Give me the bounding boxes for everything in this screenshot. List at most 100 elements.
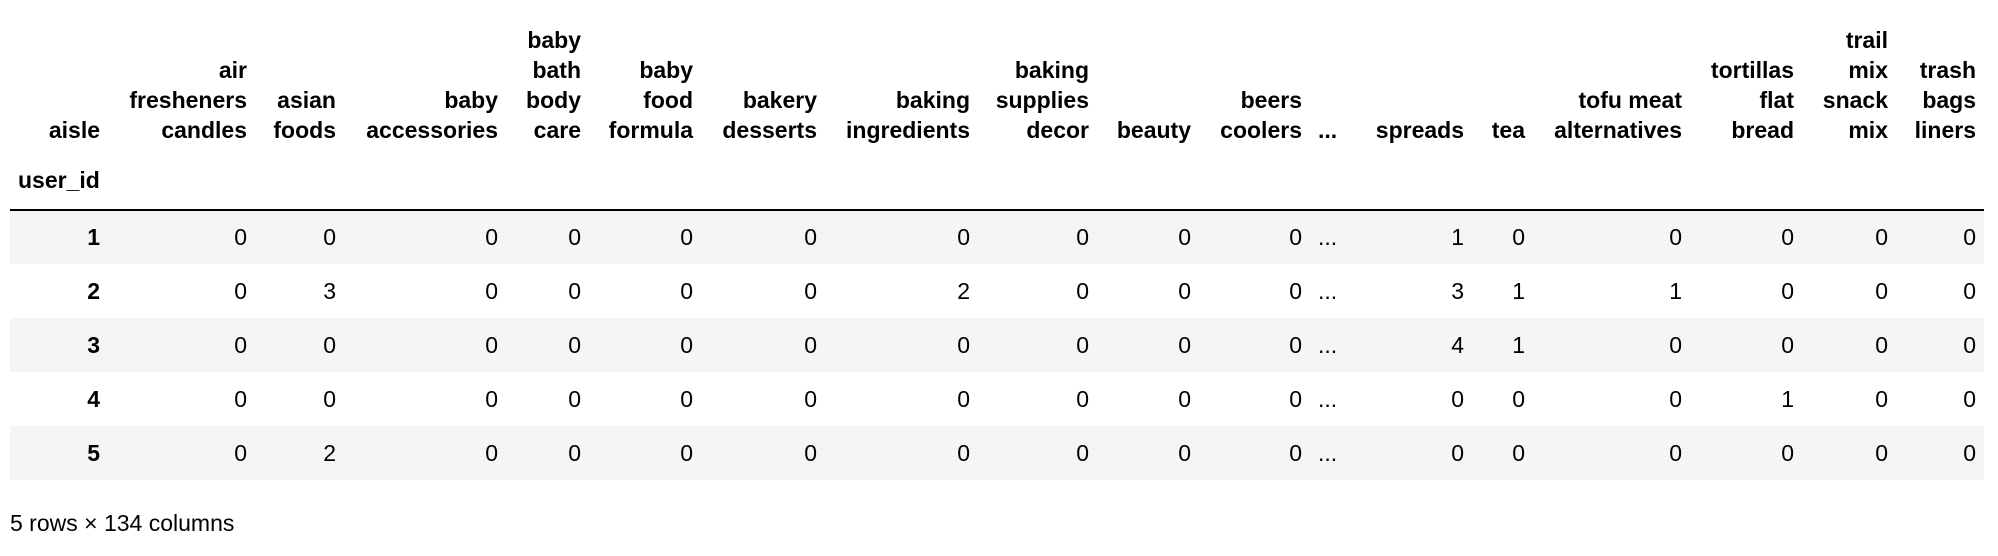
cell: 3 <box>323 277 336 304</box>
cell: 0 <box>234 385 247 412</box>
ellipsis-cell: ... <box>1318 439 1338 466</box>
column-header: spreads <box>1375 117 1464 143</box>
cell: 0 <box>680 331 693 358</box>
data-row: 1 0 0 0 0 0 0 0 0 0 0... 1 0 0 0 0 0 <box>10 210 1984 264</box>
column-header: tofu meat alternatives <box>1554 87 1682 143</box>
cell: 0 <box>957 439 970 466</box>
ellipsis-cell: ... <box>1318 224 1338 250</box>
cell: 0 <box>804 224 817 250</box>
cell: 0 <box>1669 224 1682 250</box>
cell: 0 <box>568 277 581 304</box>
cell: 3 <box>1451 277 1464 304</box>
cell: 0 <box>1512 385 1525 412</box>
index-name: aisle <box>48 117 100 143</box>
cell: 0 <box>1781 439 1794 466</box>
dataframe-table: aisle air fresheners candles asian foods b… <box>10 0 1984 480</box>
row-index: 5 <box>87 439 100 466</box>
cell: 0 <box>804 331 817 358</box>
cell: 1 <box>1781 385 1794 412</box>
column-header: beers coolers <box>1220 87 1302 143</box>
row-index: 1 <box>87 224 100 250</box>
cell: 0 <box>1963 385 1976 412</box>
cell: 0 <box>568 439 581 466</box>
ellipsis-cell: ... <box>1318 331 1338 358</box>
cell: 0 <box>323 385 336 412</box>
row-index: 2 <box>87 277 100 304</box>
empty-header-cell <box>589 151 701 210</box>
cell: 0 <box>1451 439 1464 466</box>
header-row: aisle air fresheners candles asian foods b… <box>10 0 1984 151</box>
empty-header-cell <box>255 151 344 210</box>
cell: 1 <box>1669 277 1682 304</box>
cell: 0 <box>1875 224 1888 250</box>
cell: 4 <box>1451 331 1464 358</box>
data-row: 3 0 0 0 0 0 0 0 0 0 0... 4 1 0 0 0 0 <box>10 318 1984 372</box>
index-label: user_id <box>18 167 100 193</box>
column-header: asian foods <box>273 87 336 143</box>
column-header: tea <box>1491 117 1525 143</box>
cell: 0 <box>234 439 247 466</box>
cell: 0 <box>485 277 498 304</box>
cell: 0 <box>323 224 336 250</box>
cell: 0 <box>957 331 970 358</box>
cell: 0 <box>1512 224 1525 250</box>
empty-header-cell <box>1472 151 1533 210</box>
column-header: ... <box>1318 117 1338 143</box>
cell: 0 <box>804 277 817 304</box>
empty-header-cell <box>1690 151 1802 210</box>
cell: 0 <box>1875 331 1888 358</box>
cell: 0 <box>1289 439 1302 466</box>
data-row: 2 0 3 0 0 0 0 2 0 0 0... 3 1 1 0 0 0 <box>10 264 1984 318</box>
cell: 0 <box>1076 439 1089 466</box>
column-header: air fresheners candles <box>129 57 247 143</box>
cell: 0 <box>1512 439 1525 466</box>
cell: 0 <box>1076 224 1089 250</box>
cell: 0 <box>1178 331 1191 358</box>
cell: 0 <box>680 224 693 250</box>
column-header: baby food formula <box>608 57 693 143</box>
cell: 0 <box>234 224 247 250</box>
column-header: bakery desserts <box>722 87 817 143</box>
cell: 0 <box>1781 331 1794 358</box>
cell: 0 <box>485 439 498 466</box>
empty-header-cell <box>1802 151 1896 210</box>
empty-header-cell <box>978 151 1097 210</box>
cell: 0 <box>1963 277 1976 304</box>
cell: 0 <box>485 224 498 250</box>
cell: 0 <box>1963 439 1976 466</box>
cell: 0 <box>1875 439 1888 466</box>
cell: 0 <box>1076 331 1089 358</box>
cell: 0 <box>1289 224 1302 250</box>
cell: 0 <box>1076 277 1089 304</box>
cell: 0 <box>1178 385 1191 412</box>
cell: 0 <box>680 277 693 304</box>
empty-header-cell <box>506 151 589 210</box>
empty-header-cell <box>1310 151 1356 210</box>
data-row: 4 0 0 0 0 0 0 0 0 0 0... 0 0 0 1 0 0 <box>10 372 1984 426</box>
cell: 2 <box>323 439 336 466</box>
row-index: 4 <box>87 385 100 412</box>
empty-header-cell <box>1097 151 1199 210</box>
cell: 0 <box>804 385 817 412</box>
cell: 0 <box>485 385 498 412</box>
cell: 0 <box>234 331 247 358</box>
cell: 0 <box>1875 277 1888 304</box>
cell: 0 <box>234 277 247 304</box>
cell: 0 <box>680 439 693 466</box>
cell: 0 <box>1178 224 1191 250</box>
dataframe-output: aisle air fresheners candles asian foods b… <box>10 0 1984 480</box>
cell: 1 <box>1512 277 1525 304</box>
cell: 1 <box>1451 224 1464 250</box>
data-row: 5 0 2 0 0 0 0 0 0 0 0... 0 0 0 0 0 0 <box>10 426 1984 480</box>
cell: 0 <box>1076 385 1089 412</box>
cell: 0 <box>1669 385 1682 412</box>
empty-header-cell <box>1896 151 1984 210</box>
cell: 0 <box>680 385 693 412</box>
cell: 0 <box>1875 385 1888 412</box>
cell: 0 <box>1178 277 1191 304</box>
shape-note: 5 rows × 134 columns <box>10 510 235 536</box>
column-header: trash bags liners <box>1914 57 1976 143</box>
cell: 0 <box>568 224 581 250</box>
cell: 0 <box>1289 385 1302 412</box>
